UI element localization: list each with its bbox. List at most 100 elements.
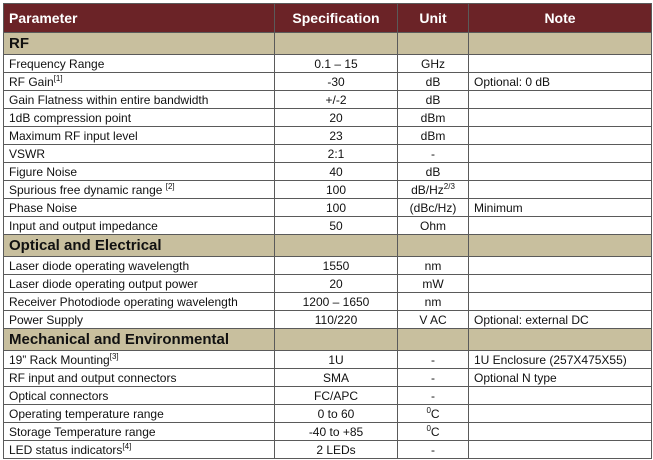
unit-cell: 0C <box>397 422 469 441</box>
parameter-cell: Storage Temperature range <box>3 422 275 441</box>
header-unit: Unit <box>397 3 469 33</box>
parameter-cell-text: Figure Noise <box>9 164 78 179</box>
parameter-cell: Maximum RF input level <box>3 126 275 145</box>
specification-cell-text: 0.1 – 15 <box>314 56 358 71</box>
section-empty-cell <box>397 328 469 351</box>
unit-cell-text: dBm <box>420 128 446 143</box>
table-row: Power Supply 110/220 V AC Optional: externa… <box>3 310 652 329</box>
table-row: Optical connectors FC/APC - <box>3 386 652 405</box>
table-row: LED status indicators[4] 2 LEDs - <box>3 440 652 459</box>
unit-cell-text: V AC <box>419 312 447 327</box>
unit-cell: dBm <box>397 108 469 127</box>
specification-cell-text: 1550 <box>322 258 350 273</box>
parameter-cell: Laser diode operating output power <box>3 274 275 293</box>
parameter-cell: Frequency Range <box>3 54 275 73</box>
specification-cell-text: -30 <box>327 74 345 89</box>
note-cell-text: Optional N type <box>474 370 557 385</box>
parameter-cell-text: RF input and output connectors <box>9 370 177 385</box>
specification-cell-text: 23 <box>329 128 343 143</box>
note-cell-text: Minimum <box>474 200 523 215</box>
unit-cell-text: dB <box>425 164 441 179</box>
unit-cell-text: dB/Hz <box>411 182 444 197</box>
unit-cell: - <box>397 440 469 459</box>
unit-cell: V AC <box>397 310 469 329</box>
parameter-cell-text: Frequency Range <box>9 56 105 71</box>
section-empty-cell <box>397 32 469 55</box>
section-title: Optical and Electrical <box>3 234 275 257</box>
parameter-cell-text: Operating temperature range <box>9 406 164 421</box>
section-empty-cell <box>274 234 398 257</box>
section-title: RF <box>3 32 275 55</box>
unit-cell: - <box>397 386 469 405</box>
table-row: VSWR 2:1 - <box>3 144 652 163</box>
section-empty-cell <box>468 328 652 351</box>
note-cell <box>468 54 652 73</box>
spec-table: Parameter Specification Unit Note RF Freq… <box>3 3 652 459</box>
specification-cell: SMA <box>274 368 398 387</box>
specification-cell: 0.1 – 15 <box>274 54 398 73</box>
unit-cell-text: dBm <box>420 110 446 125</box>
specification-cell: +/-2 <box>274 90 398 109</box>
parameter-cell-text: 1dB compression point <box>9 110 132 125</box>
specification-cell-text: FC/APC <box>313 388 358 403</box>
specification-cell: 20 <box>274 108 398 127</box>
parameter-cell-text: Input and output impedance <box>9 218 158 233</box>
unit-cell-text: GHz <box>421 56 445 71</box>
superscript: 2/3 <box>443 181 455 191</box>
table-row: Figure Noise 40 dB <box>3 162 652 181</box>
specification-cell: 0 to 60 <box>274 404 398 423</box>
specification-cell-text: SMA <box>322 370 349 385</box>
specification-cell: 100 <box>274 180 398 199</box>
unit-cell-text: Ohm <box>419 218 446 233</box>
superscript: [4] <box>122 441 132 451</box>
parameter-cell: Receiver Photodiode operating wavelength <box>3 292 275 311</box>
unit-cell: - <box>397 350 469 369</box>
parameter-cell: Spurious free dynamic range [2] <box>3 180 275 199</box>
specification-cell-text: 50 <box>329 218 343 233</box>
unit-cell-text: - <box>431 352 435 367</box>
note-cell <box>468 256 652 275</box>
parameter-cell-text: Gain Flatness within entire bandwidth <box>9 92 209 107</box>
specification-cell-text: 1U <box>328 352 344 367</box>
superscript: [3] <box>109 351 119 361</box>
note-cell: Optional N type <box>468 368 652 387</box>
table-row: Laser diode operating output power 20 mW <box>3 274 652 293</box>
unit-cell: - <box>397 144 469 163</box>
parameter-cell: Figure Noise <box>3 162 275 181</box>
note-cell <box>468 274 652 293</box>
specification-cell: 1200 – 1650 <box>274 292 398 311</box>
table-row: Input and output impedance 50 Ohm <box>3 216 652 235</box>
note-cell <box>468 162 652 181</box>
specification-cell-text: 20 <box>329 110 343 125</box>
parameter-cell-text: VSWR <box>9 146 45 161</box>
section-row: RF <box>3 32 652 55</box>
parameter-cell-text: Laser diode operating wavelength <box>9 258 190 273</box>
unit-cell-text: - <box>431 146 435 161</box>
specification-cell: 20 <box>274 274 398 293</box>
parameter-cell: Optical connectors <box>3 386 275 405</box>
section-title-text: Mechanical and Environmental <box>9 331 230 348</box>
parameter-cell: 19” Rack Mounting[3] <box>3 350 275 369</box>
table-row: 1dB compression point 20 dBm <box>3 108 652 127</box>
unit-cell: dB <box>397 162 469 181</box>
unit-cell: Ohm <box>397 216 469 235</box>
unit-cell: nm <box>397 256 469 275</box>
parameter-cell: Phase Noise <box>3 198 275 217</box>
unit-cell-text: - <box>431 442 435 457</box>
parameter-cell: Laser diode operating wavelength <box>3 256 275 275</box>
specification-cell: -40 to +85 <box>274 422 398 441</box>
specification-cell-text: 40 <box>329 164 343 179</box>
note-cell <box>468 292 652 311</box>
parameter-cell: VSWR <box>3 144 275 163</box>
note-cell: Optional: 0 dB <box>468 72 652 91</box>
superscript: [1] <box>53 73 63 83</box>
parameter-cell: LED status indicators[4] <box>3 440 275 459</box>
section-empty-cell <box>397 234 469 257</box>
unit-cell-text: - <box>431 370 435 385</box>
specification-cell-text: 110/220 <box>314 312 358 327</box>
specification-cell: 100 <box>274 198 398 217</box>
specification-cell: 2 LEDs <box>274 440 398 459</box>
note-cell <box>468 440 652 459</box>
table-row: Maximum RF input level 23 dBm <box>3 126 652 145</box>
parameter-cell: Input and output impedance <box>3 216 275 235</box>
